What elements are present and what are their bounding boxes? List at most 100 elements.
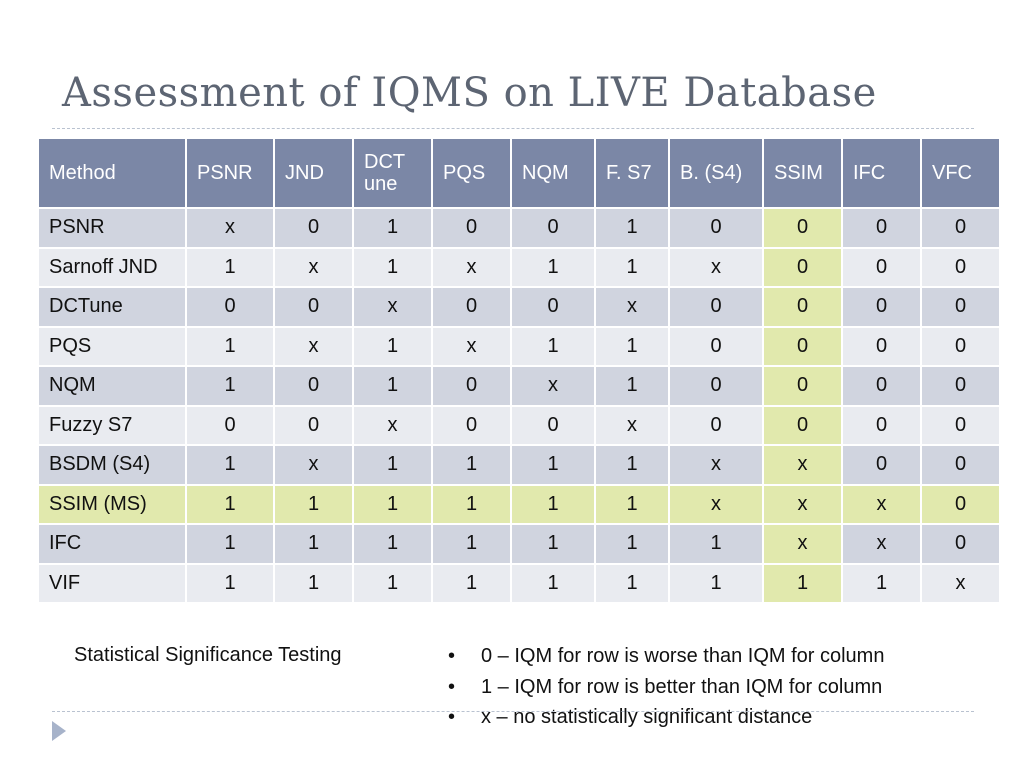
column-header: NQM (510, 137, 596, 209)
table-cell: 0 (762, 246, 843, 288)
table-cell: 1 (594, 483, 670, 525)
table-cell: x (920, 562, 1001, 604)
table-cell: 1 (841, 562, 922, 604)
legend-text: 1 – IQM for row is better than IQM for c… (481, 675, 883, 698)
table-cell: x (668, 444, 764, 486)
table-cell: 0 (920, 365, 1001, 407)
table-cell: x (668, 483, 764, 525)
table-cell: 1 (352, 325, 433, 367)
table-row: VIF 1 1 1 1 1 1 1 1 1 x (37, 562, 1001, 604)
table-row: SSIM (MS) 1 1 1 1 1 1 x x x 0 (37, 483, 1001, 525)
table-row: PSNR x 0 1 0 0 1 0 0 0 0 (37, 207, 1001, 249)
table-cell: 1 (352, 246, 433, 288)
table-cell: 1 (352, 365, 433, 407)
row-method-label: BSDM (S4) (37, 444, 187, 486)
title-divider (52, 128, 974, 129)
table-cell: 1 (510, 325, 596, 367)
table-cell: 0 (273, 207, 354, 249)
table-cell: 0 (841, 207, 922, 249)
table-cell: 1 (352, 444, 433, 486)
table-cell: 1 (594, 523, 670, 565)
table-cell: 0 (762, 286, 843, 328)
legend-item: • x – no statistically significant distan… (448, 704, 884, 735)
table-cell: 0 (762, 325, 843, 367)
table-cell: 0 (510, 286, 596, 328)
table-cell: 0 (762, 404, 843, 446)
table-cell: 1 (594, 246, 670, 288)
table-cell: x (762, 444, 843, 486)
table-row: Sarnoff JND 1 x 1 x 1 1 x 0 0 0 (37, 246, 1001, 288)
table-cell: 0 (920, 523, 1001, 565)
table-cell: x (273, 325, 354, 367)
table-cell: 0 (185, 404, 275, 446)
table-cell: 0 (920, 325, 1001, 367)
play-arrow-icon[interactable] (52, 721, 66, 741)
table-cell: x (352, 286, 433, 328)
column-header: Method (37, 137, 187, 209)
table-cell: x (841, 523, 922, 565)
table-row: DCTune 0 0 x 0 0 x 0 0 0 0 (37, 286, 1001, 328)
table-cell: 1 (352, 523, 433, 565)
table-cell: x (762, 523, 843, 565)
table-header-row: Method PSNR JND DCT une PQS NQM F. S7 B.… (37, 137, 1001, 209)
column-header: B. (S4) (668, 137, 764, 209)
table-cell: x (510, 365, 596, 407)
table-cell: 1 (352, 562, 433, 604)
column-header: PQS (431, 137, 512, 209)
table-cell: x (762, 483, 843, 525)
table-cell: 0 (762, 207, 843, 249)
table-row: Fuzzy S7 0 0 x 0 0 x 0 0 0 0 (37, 404, 1001, 446)
table-cell: 1 (510, 483, 596, 525)
row-method-label: NQM (37, 365, 187, 407)
table-row: PQS 1 x 1 x 1 1 0 0 0 0 (37, 325, 1001, 367)
table-cell: 0 (841, 325, 922, 367)
table-cell: 1 (185, 523, 275, 565)
row-method-label: PSNR (37, 207, 187, 249)
table-cell: 1 (273, 562, 354, 604)
table-cell: x (273, 246, 354, 288)
bullet-icon: • (448, 675, 456, 698)
table-cell: 1 (352, 207, 433, 249)
row-method-label: SSIM (MS) (37, 483, 187, 525)
table-cell: x (841, 483, 922, 525)
table-cell: 0 (668, 325, 764, 367)
table-cell: 1 (185, 444, 275, 486)
table-cell: 0 (920, 404, 1001, 446)
legend-text: x – no statistically significant distanc… (481, 706, 813, 728)
table-cell: 0 (431, 404, 512, 446)
table-cell: 0 (841, 286, 922, 328)
column-header: JND (273, 137, 354, 209)
table-cell: 0 (841, 246, 922, 288)
row-method-label: Sarnoff JND (37, 246, 187, 288)
table-cell: 0 (920, 207, 1001, 249)
table-cell: x (352, 404, 433, 446)
table-cell: 0 (510, 207, 596, 249)
bullet-icon: • (448, 645, 456, 667)
column-header: PSNR (185, 137, 275, 209)
table-cell: 0 (273, 286, 354, 328)
table-cell: 1 (510, 444, 596, 486)
table-cell: 0 (273, 365, 354, 407)
table-cell: 0 (920, 286, 1001, 328)
table-cell: 1 (431, 483, 512, 525)
table-cell: 1 (594, 207, 670, 249)
table-cell: 1 (668, 562, 764, 604)
table-cell: 0 (668, 207, 764, 249)
table-cell: x (668, 246, 764, 288)
legend-item: • 0 – IQM for row is worse than IQM for c… (448, 643, 884, 674)
table-cell: 1 (185, 365, 275, 407)
column-header: F. S7 (594, 137, 670, 209)
table-cell: x (185, 207, 275, 249)
column-header: VFC (920, 137, 1001, 209)
table-cell: 1 (510, 246, 596, 288)
table-row: BSDM (S4) 1 x 1 1 1 1 x x 0 0 (37, 444, 1001, 486)
table-cell: 0 (920, 483, 1001, 525)
row-method-label: IFC (37, 523, 187, 565)
table-cell: x (431, 246, 512, 288)
bullet-icon: • (448, 706, 456, 728)
table-cell: x (273, 444, 354, 486)
table-cell: 1 (273, 523, 354, 565)
table-cell: 1 (510, 523, 596, 565)
table-cell: 0 (920, 246, 1001, 288)
table-cell: 1 (273, 483, 354, 525)
